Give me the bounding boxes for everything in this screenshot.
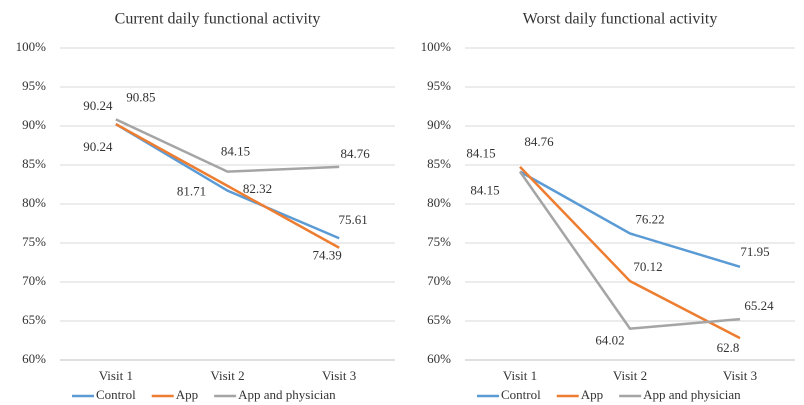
x-tick-label: Visit 2	[613, 368, 647, 383]
x-tick-label: Visit 2	[210, 368, 244, 383]
y-tick-label: 60%	[22, 351, 46, 366]
x-tick-label: Visit 1	[503, 368, 537, 383]
data-label: 84.15	[221, 144, 250, 159]
data-label: 70.12	[633, 259, 662, 274]
y-tick-label: 100%	[421, 39, 452, 54]
data-label: 90.24	[83, 98, 113, 113]
data-label: 81.71	[177, 184, 206, 199]
data-label: 90.24	[83, 139, 113, 154]
y-tick-label: 85%	[22, 156, 46, 171]
chart-title: Worst daily functional activity	[523, 11, 718, 28]
data-label: 84.15	[470, 183, 499, 198]
series-line	[115, 123, 340, 249]
data-label: 75.61	[339, 212, 368, 227]
x-tick-label: Visit 3	[723, 368, 757, 383]
data-label: 76.22	[635, 211, 664, 226]
series-line	[519, 170, 741, 268]
series-line	[518, 170, 741, 330]
y-tick-label: 80%	[427, 195, 451, 210]
data-label: 84.76	[341, 146, 371, 161]
data-label: 64.02	[595, 333, 624, 348]
y-tick-label: 70%	[22, 273, 46, 288]
y-tick-label: 100%	[16, 39, 47, 54]
y-tick-label: 70%	[427, 273, 451, 288]
y-tick-label: 95%	[427, 78, 451, 93]
series-line	[115, 123, 340, 240]
data-label: 71.95	[740, 244, 769, 259]
y-tick-label: 75%	[22, 234, 46, 249]
y-tick-label: 90%	[22, 117, 46, 132]
legend-label: Control	[96, 387, 136, 402]
y-tick-label: 65%	[22, 312, 46, 327]
data-label: 90.85	[126, 89, 155, 104]
y-tick-label: 95%	[22, 78, 46, 93]
y-tick-label: 60%	[427, 351, 451, 366]
x-tick-label: Visit 1	[99, 368, 133, 383]
legend-label: App and physician	[643, 387, 741, 402]
data-label: 82.32	[243, 181, 272, 196]
legend-label: App	[581, 387, 603, 402]
data-label: 84.15	[466, 146, 495, 161]
y-tick-label: 65%	[427, 312, 451, 327]
y-tick-label: 80%	[22, 195, 46, 210]
data-label: 62.8	[717, 340, 740, 355]
y-tick-label: 90%	[427, 117, 451, 132]
legend-label: App	[176, 387, 198, 402]
data-label: 84.76	[524, 134, 554, 149]
y-tick-label: 85%	[427, 156, 451, 171]
x-tick-label: Visit 3	[322, 368, 356, 383]
legend-label: Control	[501, 387, 541, 402]
data-label: 65.24	[744, 298, 774, 313]
chart-title: Current daily functional activity	[115, 11, 321, 28]
series-line	[115, 118, 340, 173]
data-label: 74.39	[313, 248, 342, 263]
y-tick-label: 75%	[427, 234, 451, 249]
series-line	[519, 166, 741, 340]
legend-label: App and physician	[238, 387, 336, 402]
